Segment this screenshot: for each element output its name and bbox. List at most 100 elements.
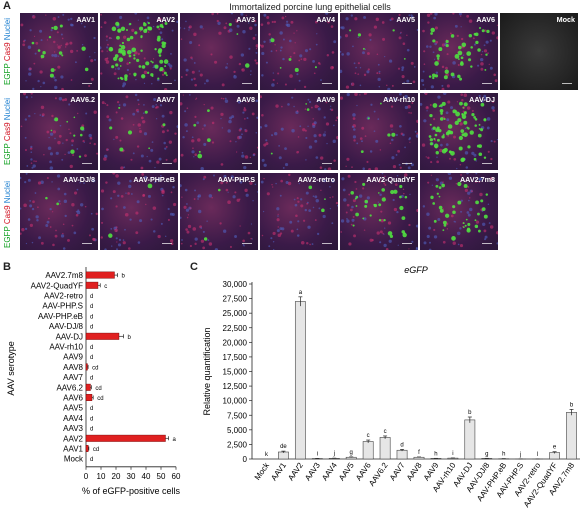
y-axis-title: AAV serotype: [6, 341, 16, 395]
y-tick-label: 20,000: [223, 338, 248, 347]
significance-letter: d: [90, 376, 93, 382]
significance-letter: d: [90, 355, 93, 361]
x-tick-label: 30: [127, 472, 136, 481]
bar: [85, 383, 91, 391]
significance-letter: g: [485, 451, 488, 457]
tile-label: Mock: [556, 15, 575, 24]
micrograph-tile: AAV9: [260, 93, 338, 170]
significance-letter: cd: [93, 447, 99, 453]
significance-letter: d: [90, 304, 93, 310]
y-tick-label: AAV2.7m8: [45, 271, 83, 280]
row-label-2: EGFP Cas9 Nuclei: [3, 97, 12, 165]
x-tick-label: AAV5: [337, 461, 356, 483]
y-tick-label: 30,000: [223, 280, 248, 289]
chart-b: AAV2.7m8 b AAV2-QuadYF c AAV2-retro d AAV-PHP.…: [6, 267, 181, 496]
micrograph-tile: AAV2.7m8: [420, 173, 498, 250]
significance-letter: j: [519, 452, 521, 458]
significance-letter: i: [317, 451, 318, 457]
y-tick-label: 12,500: [223, 382, 248, 391]
significance-letter: d: [90, 294, 93, 300]
significance-letter: l: [537, 452, 538, 458]
y-tick-label: AAV-DJ/8: [49, 322, 84, 331]
y-tick-label: AAV3: [63, 424, 83, 433]
significance-letter: c: [104, 284, 107, 290]
tile-label: AAV6: [476, 15, 495, 24]
y-tick-label: 17,500: [223, 353, 248, 362]
x-tick-label: 40: [142, 472, 151, 481]
bar: [362, 441, 374, 460]
scale-bar: [482, 83, 492, 84]
bar: [278, 451, 289, 460]
significance-letter: d: [90, 457, 93, 463]
micrograph-tile: AAV2: [100, 13, 178, 90]
y-tick-label: AAV-PHP.eB: [38, 312, 83, 321]
panel-a-label: A: [3, 0, 11, 12]
tile-label: AAV-rh10: [383, 95, 415, 104]
scale-bar: [82, 243, 92, 244]
significance-letter: h: [502, 452, 505, 458]
y-tick-label: AAV6: [63, 394, 83, 403]
significance-letter: d: [90, 416, 93, 422]
tile-label: AAV-PHP.eB: [133, 175, 175, 184]
y-tick-label: AAV6.2: [56, 383, 83, 392]
significance-letter: h: [434, 451, 437, 457]
scale-bar: [242, 83, 252, 84]
significance-letter: cd: [92, 365, 98, 371]
significance-letter: d: [90, 314, 93, 320]
row-label-3: EGFP Cas9 Nuclei: [3, 180, 12, 248]
significance-letter: b: [128, 335, 132, 341]
significance-letter: i: [452, 451, 453, 457]
y-tick-label: 25,000: [223, 309, 248, 318]
significance-letter: c: [367, 433, 370, 439]
y-tick-label: AAV8: [63, 363, 83, 372]
significance-letter: j: [333, 451, 335, 457]
tile-label: AAV2: [156, 15, 175, 24]
x-tick-label: AAV2: [286, 461, 305, 483]
tile-label: AAV8: [236, 95, 255, 104]
significance-letter: k: [265, 452, 269, 458]
micrograph-tile: Mock: [500, 13, 578, 90]
significance-letter: a: [299, 290, 303, 296]
micrograph-tile: AAV3: [180, 13, 258, 90]
scale-bar: [402, 243, 412, 244]
x-tick-label: AAV1: [269, 461, 288, 483]
significance-letter: a: [173, 437, 177, 443]
tile-label: AAV9: [316, 95, 335, 104]
significance-letter: b: [122, 274, 126, 280]
micrograph-grid: AAV1 AAV2 AAV3 AAV4 AAV5 AAV6 Mock AAV6.2 AAV7 AA…: [20, 13, 581, 253]
micrograph-tile: AAV7: [100, 93, 178, 170]
bar: [294, 301, 306, 460]
panel-b-label: B: [3, 261, 11, 273]
y-tick-label: 22,500: [223, 324, 248, 333]
y-tick-label: 2,500: [227, 440, 248, 449]
y-tick-label: 15,000: [223, 368, 248, 377]
micrograph-tile: AAV-DJ: [420, 93, 498, 170]
bar: [85, 394, 93, 401]
scale-bar: [322, 83, 332, 84]
tile-label: AAV4: [316, 15, 335, 24]
scale-bar: [482, 163, 492, 164]
x-tick-label: 10: [97, 472, 106, 481]
x-tick-label: 20: [112, 472, 121, 481]
scale-bar: [402, 163, 412, 164]
micrograph-tile: AAV6: [420, 13, 498, 90]
tile-label: AAV-DJ/8: [63, 175, 95, 184]
y-tick-label: 0: [243, 455, 248, 464]
significance-letter: c: [384, 429, 387, 435]
tile-label: AAV6.2: [70, 95, 95, 104]
bar: [379, 437, 391, 460]
y-tick-label: AAV1: [63, 445, 83, 454]
significance-letter: e: [553, 445, 557, 451]
scale-bar: [162, 163, 172, 164]
bar: [85, 281, 99, 289]
y-axis-title: Relative quantification: [202, 327, 212, 415]
y-tick-label: Mock: [64, 455, 84, 464]
significance-letter: b: [570, 402, 574, 408]
y-tick-label: 10,000: [223, 397, 248, 406]
scale-bar: [562, 83, 572, 84]
x-axis-title: % of eGFP-positive cells: [82, 486, 181, 496]
significance-letter: cd: [97, 396, 103, 402]
y-tick-label: AAV5: [63, 404, 83, 413]
micrograph-tile: AAV8: [180, 93, 258, 170]
y-tick-label: 27,500: [223, 295, 248, 304]
